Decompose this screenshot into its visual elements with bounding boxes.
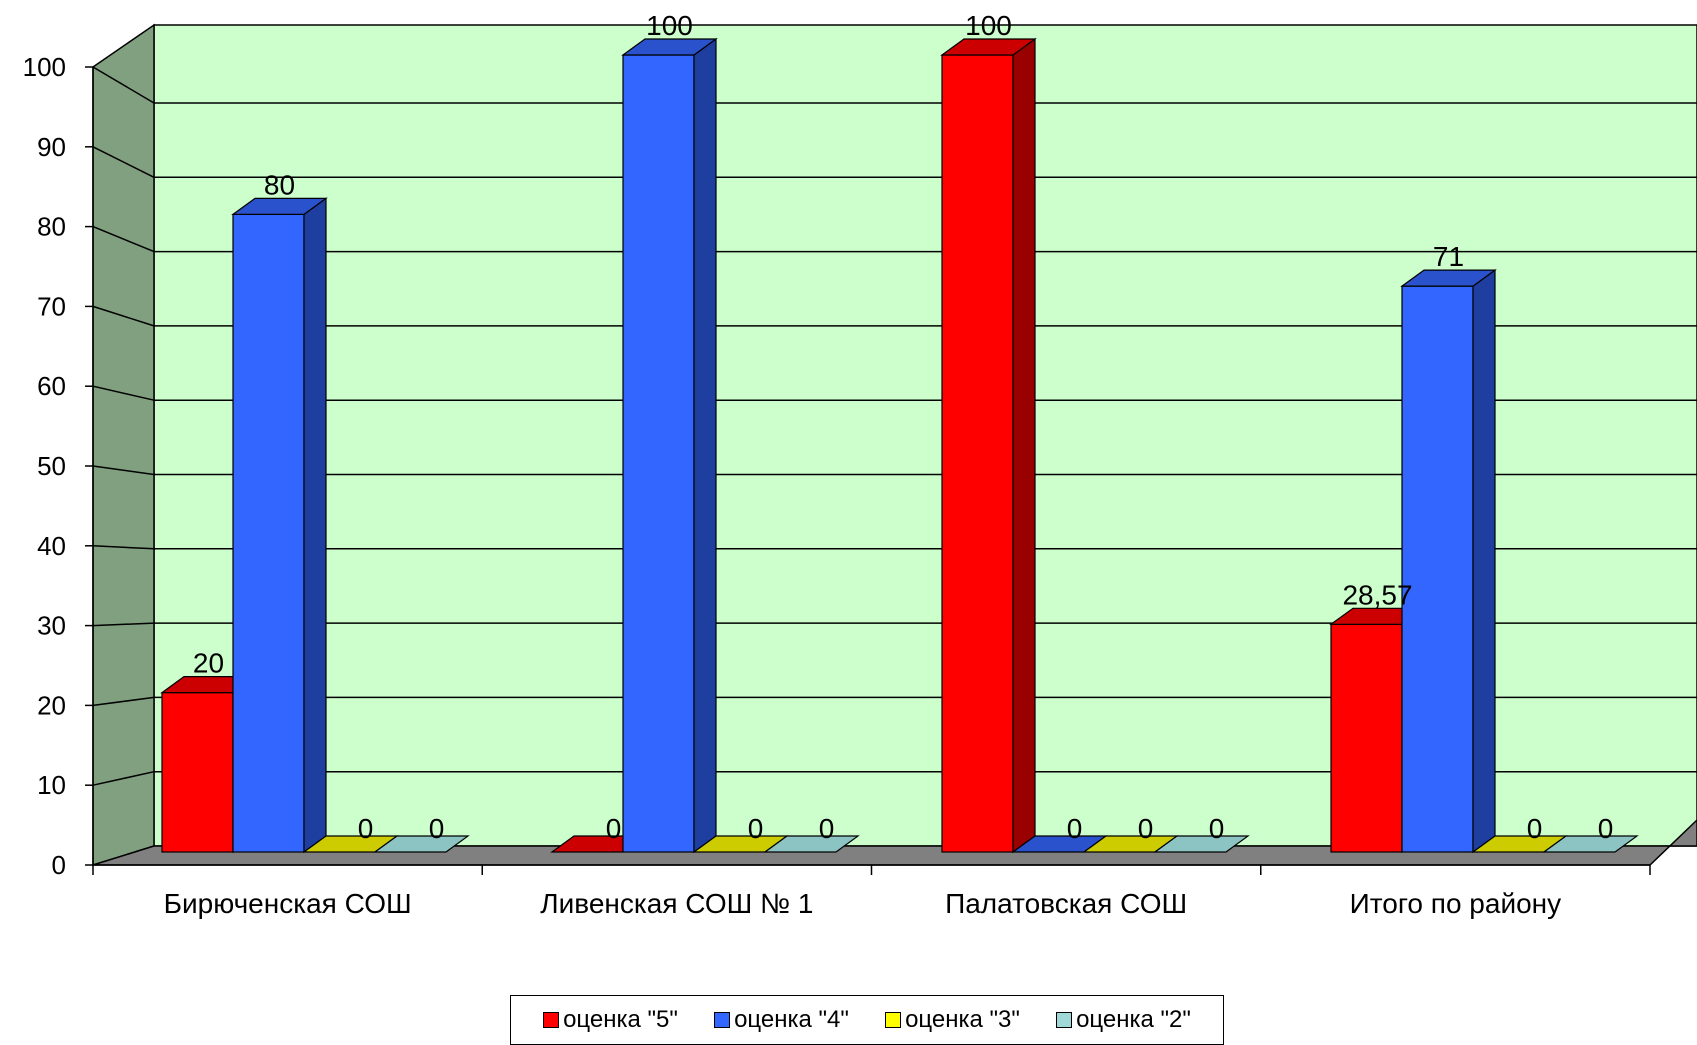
data-label: 0	[748, 813, 764, 844]
bar-front	[622, 54, 695, 853]
legend: оценка "5" оценка "4" оценка "3" оценка "2"	[510, 995, 1224, 1045]
bar-side	[1012, 37, 1036, 854]
legend-swatch	[543, 1012, 560, 1028]
bar	[763, 835, 860, 853]
x-tick-label: Бирюченская СОШ	[164, 888, 412, 919]
y-tick-label: 60	[37, 371, 66, 401]
data-label: 0	[1138, 813, 1154, 844]
y-tick-label: 30	[37, 611, 66, 641]
data-label: 0	[358, 813, 374, 844]
x-tick-label: Итого по району	[1350, 888, 1562, 919]
data-label: 0	[606, 813, 622, 844]
legend-swatch	[1056, 1012, 1073, 1028]
gridline-side	[92, 696, 155, 707]
gridline-side	[92, 465, 155, 476]
data-label: 0	[429, 813, 445, 844]
data-label: 80	[264, 169, 295, 200]
data-label: 28,57	[1342, 579, 1412, 610]
gridline-side	[92, 770, 155, 786]
gridline-side	[92, 66, 155, 104]
bar-top	[1542, 835, 1639, 853]
bar-top	[373, 835, 470, 853]
legend-label: оценка "4"	[734, 1006, 849, 1033]
y-tick-label: 0	[52, 850, 66, 880]
y-tick-label: 40	[37, 531, 66, 561]
bar	[621, 37, 718, 854]
bar	[373, 835, 470, 853]
gridline-side	[92, 622, 155, 627]
bar-top	[940, 38, 1037, 56]
bar	[1153, 835, 1250, 853]
gridline-side	[92, 385, 155, 401]
bar-front	[1401, 285, 1474, 853]
data-label: 100	[965, 10, 1012, 41]
legend-item: оценка "3"	[885, 1006, 1020, 1034]
bar	[1542, 835, 1639, 853]
y-tick-label: 90	[37, 132, 66, 162]
bar-top	[231, 197, 328, 215]
legend-item: оценка "5"	[543, 1006, 678, 1034]
bar-front	[941, 54, 1014, 853]
bar-top	[763, 835, 860, 853]
bar-front	[232, 213, 305, 853]
gridline-side	[92, 225, 155, 253]
legend-swatch	[885, 1012, 902, 1028]
data-label: 0	[819, 813, 835, 844]
data-label: 100	[646, 10, 693, 41]
bar-top	[621, 38, 718, 56]
data-label: 0	[1209, 813, 1225, 844]
bar-side	[1472, 268, 1496, 854]
y-tick-label: 10	[37, 770, 66, 800]
bar-top	[1153, 835, 1250, 853]
x-tick-label: Палатовская СОШ	[945, 888, 1187, 919]
y-axis: 0 10 20 30 40 50 60 70 80 90 100	[23, 52, 94, 880]
y-tick-label: 80	[37, 212, 66, 242]
legend-label: оценка "3"	[905, 1006, 1020, 1033]
y-tick-label: 50	[37, 451, 66, 481]
data-label: 0	[1598, 813, 1614, 844]
bar	[231, 197, 328, 854]
gridline-side	[92, 545, 155, 550]
gridline-side	[92, 146, 155, 178]
x-tick-label: Ливенская СОШ № 1	[540, 888, 813, 919]
y-tick-label: 70	[37, 291, 66, 321]
data-label: 20	[193, 648, 224, 679]
y-tick-label: 20	[37, 690, 66, 720]
data-label: 0	[1067, 813, 1083, 844]
bar	[1400, 268, 1497, 854]
legend-item: оценка "4"	[714, 1006, 849, 1034]
bar-front	[161, 691, 234, 853]
legend-label: оценка "2"	[1076, 1006, 1191, 1033]
bar-side	[303, 197, 327, 854]
legend-label: оценка "5"	[563, 1006, 678, 1033]
bars	[160, 37, 1639, 854]
x-axis: Бирюченская СОШ Ливенская СОШ № 1 Палатовс…	[92, 864, 1651, 919]
legend-item: оценка "2"	[1056, 1006, 1191, 1034]
data-labels: 20 80 0 0 0 100 0 0 100 0 0 0 28,57 71 0 0	[193, 10, 1613, 844]
bar-side	[693, 37, 717, 854]
data-label: 71	[1433, 241, 1464, 272]
bar-front	[1330, 623, 1403, 853]
bar-top	[1400, 269, 1497, 287]
data-label: 0	[1527, 813, 1543, 844]
y-tick-label: 100	[23, 52, 66, 82]
legend-swatch	[714, 1012, 731, 1028]
gridline-side	[92, 305, 155, 327]
chart-walls	[92, 23, 1697, 867]
bar	[940, 37, 1037, 854]
